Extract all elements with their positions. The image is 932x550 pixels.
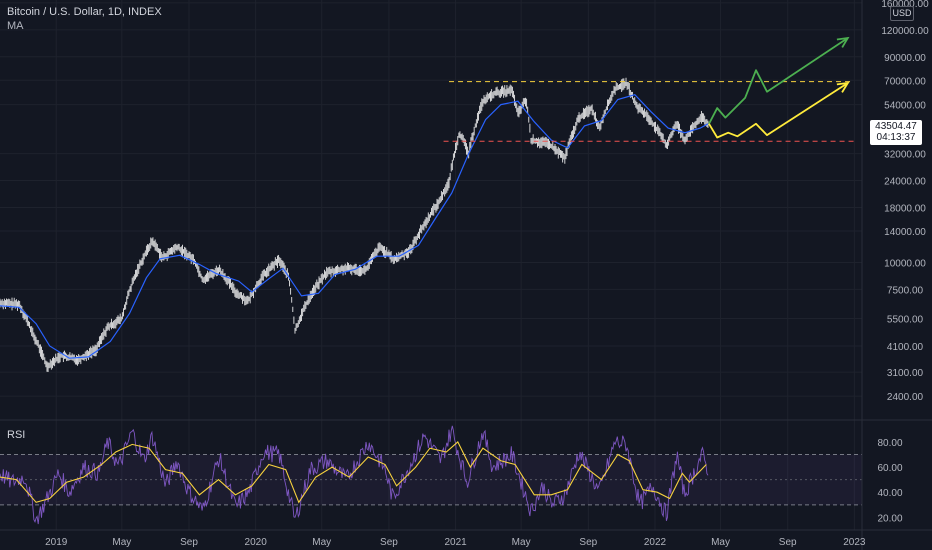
price-tick-label: 90000.00 [884, 53, 926, 64]
price-tick-label: 120000.00 [881, 26, 929, 37]
time-tick-label: Sep [579, 537, 597, 548]
time-tick-label: May [112, 537, 131, 548]
indicator-label[interactable]: MA [7, 20, 24, 32]
last-price-badge: 43504.47 04:13:37 [870, 120, 922, 145]
time-tick-label: May [711, 537, 730, 548]
price-tick-label: 4100.00 [887, 342, 924, 353]
projection-green-arrow-head [836, 36, 850, 48]
candles [0, 77, 709, 373]
price-tick-label: 54000.00 [884, 101, 926, 112]
price-tick-label: 7500.00 [887, 285, 924, 296]
price-tick-label: 18000.00 [884, 203, 926, 214]
rsi-tick-label: 60.00 [877, 463, 902, 474]
price-tick-label: 32000.00 [884, 150, 926, 161]
price-tick-label: 5500.00 [887, 314, 924, 325]
time-tick-label: Sep [380, 537, 398, 548]
moving-average-line [0, 94, 709, 359]
time-tick-label: 2022 [644, 537, 667, 548]
projection-yellow-arrow-head [836, 81, 850, 93]
time-tick-label: 2023 [843, 537, 866, 548]
price-tick-label: 2400.00 [887, 392, 924, 403]
last-price: 43504.47 [875, 121, 917, 132]
time-tick-label: May [512, 537, 531, 548]
rsi-pane [0, 425, 862, 525]
time-tick-label: Sep [779, 537, 797, 548]
time-tick-label: 2020 [245, 537, 268, 548]
rsi-tick-label: 80.00 [877, 438, 902, 449]
time-tick-label: May [312, 537, 331, 548]
time-tick-label: 2019 [45, 537, 68, 548]
bar-countdown: 04:13:37 [876, 132, 916, 143]
price-tick-label: 10000.00 [884, 258, 926, 269]
price-tick-label: 24000.00 [884, 177, 926, 188]
rsi-tick-label: 40.00 [877, 488, 902, 499]
price-tick-label: 160000.00 [881, 0, 929, 10]
rsi-line [0, 425, 709, 525]
rsi-tick-label: 20.00 [877, 513, 902, 524]
currency-badge[interactable]: USD [890, 6, 914, 21]
rsi-label[interactable]: RSI [7, 429, 26, 441]
time-tick-label: Sep [180, 537, 198, 548]
price-tick-label: 3100.00 [887, 368, 924, 379]
price-tick-label: 14000.00 [884, 227, 926, 238]
grid [0, 0, 862, 530]
chart-title: Bitcoin / U.S. Dollar, 1D, INDEX [7, 6, 162, 18]
time-tick-label: 2021 [444, 537, 467, 548]
rsi-ma-line [0, 441, 707, 504]
main-pane [0, 36, 854, 373]
price-tick-label: 70000.00 [884, 76, 926, 87]
projection-yellow-arrow [708, 82, 849, 139]
projection-green-arrow [708, 37, 849, 125]
